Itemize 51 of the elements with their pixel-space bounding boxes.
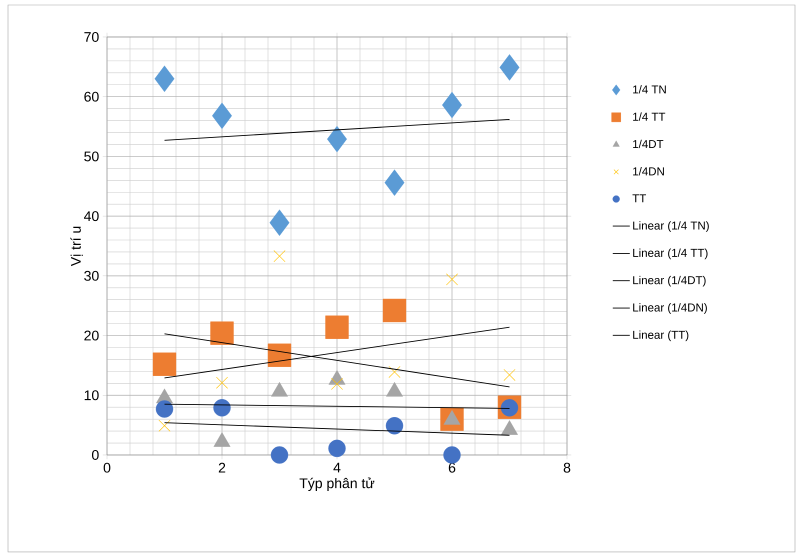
x-tick-label: 2	[218, 462, 226, 473]
point	[500, 399, 518, 417]
legend-label: 1/4 TT	[633, 112, 666, 121]
point	[268, 344, 292, 367]
point	[327, 126, 347, 152]
legend-label: TT	[632, 194, 646, 202]
point	[270, 209, 290, 236]
y-tick-label: 10	[84, 390, 99, 400]
point	[386, 417, 404, 434]
point	[212, 102, 232, 130]
point	[152, 352, 176, 376]
point	[325, 315, 349, 339]
point	[443, 446, 461, 464]
legend-label: Linear (1/4 TT)	[633, 248, 708, 260]
y-tick-label: 60	[84, 92, 99, 102]
point	[500, 54, 520, 81]
legend-label: 1/4DN	[633, 167, 664, 176]
x-tick-label: 6	[448, 462, 456, 473]
y-axis-title: Vị trí u	[70, 226, 83, 266]
x-tick-label: 4	[333, 462, 340, 472]
y-tick-label: 30	[84, 270, 99, 281]
point	[388, 366, 400, 378]
legend-label: Linear (TT)	[633, 330, 688, 342]
legend-label: Linear (1/4DN)	[633, 303, 707, 314]
point	[158, 420, 170, 432]
point	[210, 321, 234, 345]
legend-label: 1/4DT	[633, 140, 664, 148]
point	[270, 446, 288, 464]
y-tick-label: 50	[84, 151, 99, 162]
legend-label: 1/4 TN	[633, 85, 666, 94]
point	[446, 273, 458, 286]
point	[213, 399, 231, 417]
point	[328, 440, 346, 458]
y-tick-label: 40	[84, 211, 99, 222]
y-tick-label: 20	[84, 330, 99, 341]
point	[504, 369, 516, 381]
point	[384, 169, 404, 196]
legend-label: Linear (1/4 TN)	[633, 221, 709, 232]
point	[442, 92, 462, 118]
point	[382, 298, 406, 322]
point	[156, 400, 174, 418]
x-axis-title: Týp phân tử	[300, 478, 374, 491]
point	[216, 376, 228, 389]
legend-label: Linear (1/4DT)	[633, 276, 706, 287]
point	[274, 250, 286, 262]
y-tick-label: 0	[92, 450, 99, 460]
point	[331, 378, 343, 390]
point	[154, 66, 174, 92]
x-tick-label: 8	[564, 462, 570, 473]
y-tick-label: 70	[84, 32, 99, 42]
x-tick-label: 0	[104, 462, 110, 473]
